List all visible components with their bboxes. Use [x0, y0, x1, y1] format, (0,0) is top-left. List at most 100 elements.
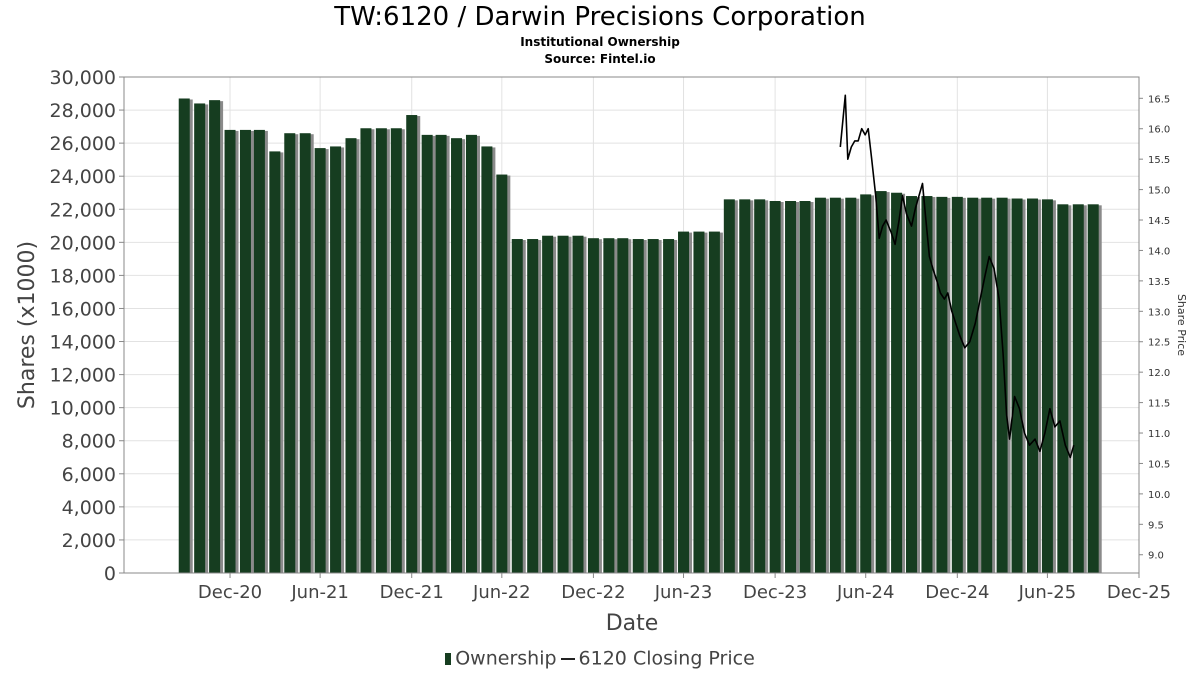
y-axis-label: Shares (x1000): [15, 241, 40, 409]
y-tick-label: 20,000: [50, 232, 116, 254]
legend-ownership-label: Ownership: [455, 647, 557, 670]
ownership-bar: [996, 197, 1008, 573]
y2-tick-label: 12.5: [1148, 338, 1170, 349]
y-tick-label: 22,000: [50, 199, 116, 221]
x-tick-label: Jun-21: [290, 582, 349, 603]
ownership-bar: [421, 134, 433, 573]
ownership-bars: [178, 98, 1102, 574]
ownership-legend-swatch: [445, 652, 452, 665]
y-tick-label: 0: [104, 563, 116, 585]
y2-tick-label: 10.5: [1148, 459, 1170, 470]
ownership-bar: [663, 239, 675, 573]
y2-tick-label: 11.0: [1148, 429, 1170, 440]
y2-tick-label: 14.0: [1148, 246, 1170, 257]
y2-tick-label: 13.5: [1148, 277, 1170, 288]
ownership-bar: [829, 197, 841, 573]
x-tick-label: Jun-24: [836, 582, 895, 603]
ownership-bar: [875, 191, 887, 573]
ownership-bar: [693, 231, 705, 573]
ownership-bar: [967, 197, 979, 573]
ownership-bar: [209, 100, 221, 573]
price-line: [839, 94, 1075, 459]
ownership-bar: [496, 174, 508, 573]
ownership-bar: [390, 128, 402, 573]
chart-source: Source: Fintel.io: [544, 52, 656, 66]
y-tick-label: 24,000: [50, 166, 116, 188]
ownership-bar: [299, 133, 311, 574]
ownership-bar: [891, 192, 903, 573]
y2-tick-label: 9.5: [1148, 520, 1164, 531]
x-tick-label: Jun-22: [472, 582, 531, 603]
y2-tick-label: 14.5: [1148, 216, 1170, 227]
ownership-bar: [936, 196, 948, 573]
ownership-bar: [572, 235, 584, 573]
y-tick-label: 14,000: [50, 332, 116, 354]
ownership-bar: [603, 238, 615, 573]
y-tick-label: 4,000: [62, 497, 116, 519]
x-tick-label: Dec-24: [925, 582, 989, 603]
y-axis: 0 2,000 4,000 6,000 8,000 10,000 12,000 14,000 1…: [50, 67, 124, 585]
ownership-bar: [845, 197, 857, 573]
y-tick-label: 2,000: [62, 530, 116, 552]
ownership-bar: [785, 201, 797, 573]
ownership-bar: [647, 239, 659, 573]
ownership-bar: [678, 231, 690, 573]
ownership-bar: [481, 146, 493, 573]
ownership-bar: [465, 134, 477, 573]
price-line-group: [839, 94, 1075, 459]
ownership-bar: [799, 201, 811, 573]
ownership-bar: [178, 98, 190, 573]
y-tick-label: 8,000: [62, 431, 116, 453]
y2-tick-label: 16.5: [1148, 94, 1170, 105]
y-tick-label: 16,000: [50, 298, 116, 320]
ownership-bar: [314, 148, 326, 574]
y2-tick-label: 10.0: [1148, 490, 1170, 501]
ownership-bar: [224, 129, 236, 573]
y-tick-label: 30,000: [50, 67, 116, 89]
ownership-bar: [951, 196, 963, 573]
y-tick-label: 26,000: [50, 133, 116, 155]
y2-tick-label: 12.0: [1148, 368, 1170, 379]
ownership-bar: [632, 239, 644, 573]
ownership-bar: [860, 194, 872, 574]
ownership-bar: [194, 103, 206, 573]
x-tick-label: Dec-23: [743, 582, 807, 603]
chart-subtitle: Institutional Ownership: [520, 35, 680, 49]
ownership-bar: [253, 129, 265, 573]
y-tick-label: 12,000: [50, 365, 116, 387]
ownership-bar: [406, 115, 418, 573]
x-tick-label: Dec-22: [561, 582, 625, 603]
price-legend-swatch: [560, 657, 575, 660]
y2-axis: 9.0 9.5 10.0 10.5 11.0 11.5 12.0 12.5 13.0 13.5 14…: [1139, 94, 1170, 562]
ownership-bar: [451, 138, 463, 573]
x-tick-label: Dec-21: [380, 582, 444, 603]
ownership-bar: [708, 231, 720, 573]
ownership-bar: [723, 199, 735, 573]
y2-tick-label: 15.0: [1148, 186, 1170, 197]
ownership-bar: [511, 239, 523, 573]
ownership-bar: [1011, 198, 1023, 573]
y2-tick-label: 11.5: [1148, 399, 1170, 410]
ownership-bar: [345, 138, 357, 573]
ownership-bar: [921, 196, 933, 574]
ownership-bar: [754, 199, 766, 573]
x-tick-label: Jun-23: [654, 582, 713, 603]
legend-price-label: 6120 Closing Price: [578, 647, 755, 670]
y2-tick-label: 16.0: [1148, 125, 1170, 136]
ownership-bar: [269, 151, 281, 573]
ownership-bar: [542, 235, 554, 573]
y-tick-label: 18,000: [50, 265, 116, 287]
y-tick-label: 6,000: [62, 464, 116, 486]
ownership-bar: [1057, 204, 1069, 573]
x-axis: Dec-20 Jun-21 Dec-21 Jun-22 Dec-22 Jun-23 Dec-…: [198, 573, 1171, 603]
ownership-bar: [769, 201, 781, 573]
ownership-bar: [739, 199, 751, 573]
ownership-bar: [330, 146, 342, 573]
ownership-bar: [1041, 199, 1053, 573]
x-tick-label: Dec-20: [198, 582, 262, 603]
chart-plot: 0 2,000 4,000 6,000 8,000 10,000 12,000 14,000 1…: [15, 67, 1188, 636]
ownership-bar: [906, 196, 918, 574]
ownership-bar: [360, 128, 372, 573]
x-axis-label: Date: [606, 611, 659, 636]
ownership-bar: [557, 235, 569, 573]
